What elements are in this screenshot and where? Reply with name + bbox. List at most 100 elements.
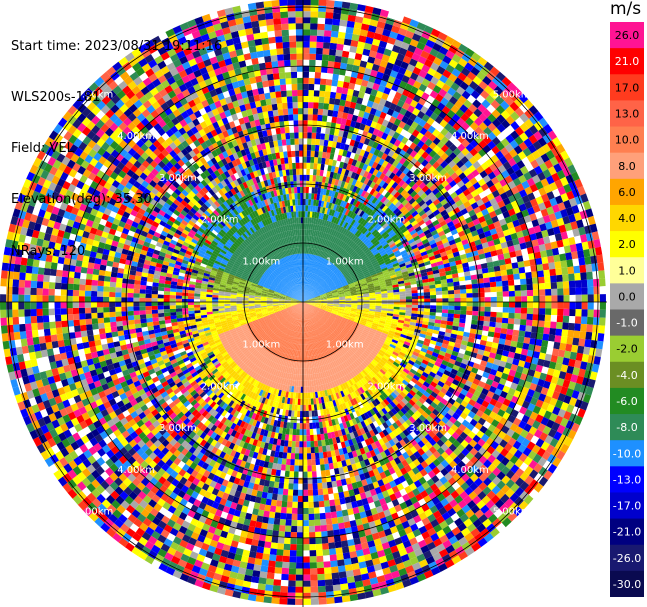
velocity-gate [313, 169, 317, 176]
velocity-gate [312, 254, 316, 261]
velocity-gate [318, 145, 324, 152]
velocity-gate [347, 14, 356, 22]
velocity-gate [307, 132, 312, 139]
velocity-gate [483, 316, 491, 322]
velocity-gate [355, 78, 363, 86]
velocity-gate [516, 341, 524, 349]
velocity-gate [454, 306, 461, 311]
velocity-gate [471, 319, 478, 325]
velocity-gate [338, 148, 344, 156]
velocity-gate [303, 150, 307, 157]
velocity-gate [337, 167, 343, 175]
velocity-gate [310, 29, 318, 36]
velocity-gate [314, 255, 317, 262]
velocity-gate [323, 226, 328, 233]
velocity-gate [358, 66, 366, 74]
velocity-gate [307, 217, 310, 224]
velocity-gate [329, 215, 334, 222]
velocity-gate [586, 271, 593, 280]
velocity-gate [303, 96, 309, 103]
velocity-gate [496, 302, 503, 308]
velocity-gate [394, 13, 405, 23]
velocity-gate [539, 295, 546, 302]
velocity-gate [316, 126, 322, 134]
velocity-gate [306, 150, 311, 157]
velocity-gate [335, 160, 341, 168]
velocity-gate [336, 192, 342, 200]
velocity-gate [555, 328, 563, 336]
velocity-gate [347, 145, 354, 153]
velocity-gate [310, 144, 316, 151]
velocity-gate [523, 260, 531, 267]
velocity-gate [519, 324, 526, 332]
velocity-gate [332, 110, 339, 118]
velocity-gate [344, 156, 350, 164]
velocity-gate [361, 79, 369, 87]
velocity-gate [513, 324, 520, 331]
velocity-gate [595, 348, 603, 358]
velocity-gate [556, 281, 564, 289]
velocity-gate [304, 271, 307, 278]
velocity-gate [365, 87, 373, 95]
velocity-gate [306, 162, 311, 169]
velocity-gate [566, 336, 574, 345]
velocity-gate [352, 27, 361, 36]
velocity-gate [585, 331, 593, 340]
velocity-gate [507, 274, 514, 281]
velocity-gate [520, 284, 527, 291]
velocity-gate [319, 194, 323, 201]
velocity-gate [319, 139, 325, 146]
velocity-gate [306, 247, 309, 254]
velocity-gate [347, 88, 354, 96]
velocity-gate [599, 286, 606, 295]
velocity-gate [320, 127, 326, 134]
velocity-gate [304, 290, 307, 297]
velocity-gate [303, 192, 306, 199]
velocity-gate [441, 312, 448, 318]
velocity-gate [593, 286, 600, 295]
velocity-gate [326, 115, 333, 123]
velocity-gate [325, 227, 330, 234]
velocity-gate [499, 264, 507, 271]
velocity-gate [325, 189, 330, 196]
velocity-gate [448, 298, 455, 302]
velocity-gate [514, 284, 521, 291]
velocity-gate [520, 307, 528, 314]
velocity-gate [332, 197, 337, 204]
velocity-gate [465, 319, 472, 325]
velocity-gate [581, 309, 588, 317]
velocity-gate [304, 259, 307, 266]
velocity-gate [435, 291, 443, 295]
velocity-gate [303, 47, 310, 54]
velocity-gate [572, 337, 580, 346]
velocity-gate [430, 295, 437, 299]
velocity-gate [309, 254, 312, 261]
velocity-gate [580, 316, 588, 325]
velocity-gate [552, 348, 560, 357]
velocity-gate [460, 297, 467, 302]
velocity-gate [345, 94, 353, 102]
velocity-gate [303, 289, 305, 296]
velocity-gate [304, 235, 307, 242]
velocity-gate [562, 315, 570, 323]
velocity-gate [562, 274, 569, 282]
velocity-gate [511, 335, 519, 342]
velocity-gate [550, 275, 557, 283]
velocity-gate [379, 9, 390, 18]
velocity-gate [351, 33, 360, 42]
velocity-gate [516, 255, 524, 263]
velocity-gate [303, 265, 305, 272]
velocity-gate [472, 306, 479, 312]
velocity-gates [0, 0, 606, 605]
velocity-gate [346, 113, 354, 121]
velocity-gate [483, 321, 490, 327]
velocity-gate [489, 281, 497, 288]
velocity-gate [355, 47, 364, 55]
velocity-gate [346, 163, 352, 171]
velocity-gate [342, 81, 350, 89]
velocity-gate [574, 316, 582, 324]
velocity-gate [308, 199, 312, 206]
velocity-gate [310, 5, 319, 12]
velocity-gate [544, 321, 551, 328]
velocity-gate [520, 319, 527, 326]
